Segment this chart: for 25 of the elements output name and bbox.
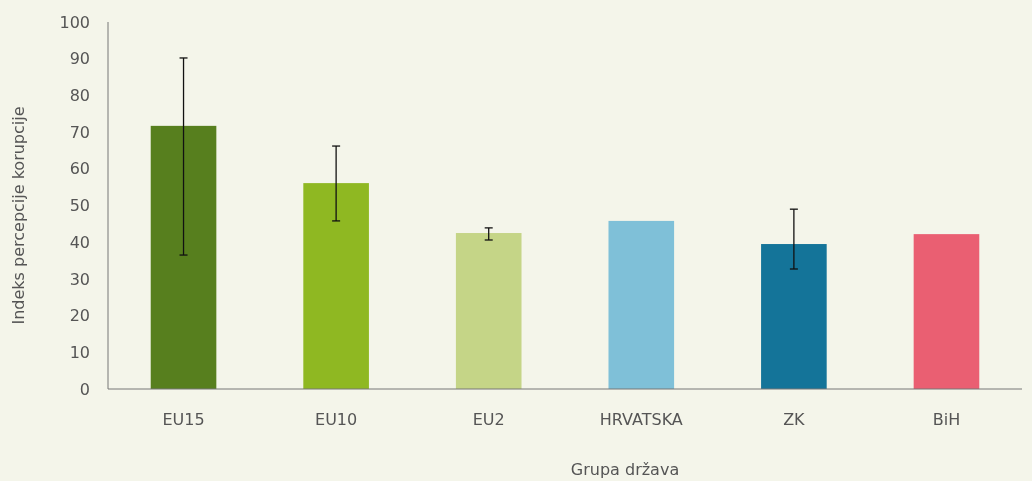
y-tick-label: 50	[69, 196, 90, 216]
y-axis-title: Indeks percepcije korupcije	[9, 106, 28, 325]
y-tick-label: 40	[69, 232, 90, 252]
bar	[608, 220, 675, 389]
y-tick-label: 80	[69, 86, 90, 105]
y-tick-label: 90	[69, 49, 90, 69]
x-tick-label: HRVATSKA	[599, 410, 683, 429]
x-axis-title: Grupa država	[570, 460, 680, 479]
y-tick-label: 10	[69, 342, 90, 362]
bar	[150, 125, 217, 389]
x-tick-label: EU2	[472, 410, 505, 429]
y-tick-label: 100	[59, 12, 90, 32]
x-tick-label: EU15	[162, 410, 205, 429]
bar	[303, 183, 369, 389]
y-tick-label: 0	[79, 379, 90, 399]
bar	[761, 244, 827, 389]
bar	[455, 233, 522, 389]
bar	[913, 234, 980, 389]
x-tick-label: ZK	[783, 410, 806, 429]
y-tick-label: 70	[69, 122, 90, 142]
y-tick-label: 60	[69, 159, 90, 179]
x-tick-label: BiH	[932, 410, 961, 429]
y-tick-label: 20	[69, 306, 90, 326]
x-tick-label: EU10	[315, 410, 358, 429]
y-tick-label: 30	[69, 269, 90, 289]
